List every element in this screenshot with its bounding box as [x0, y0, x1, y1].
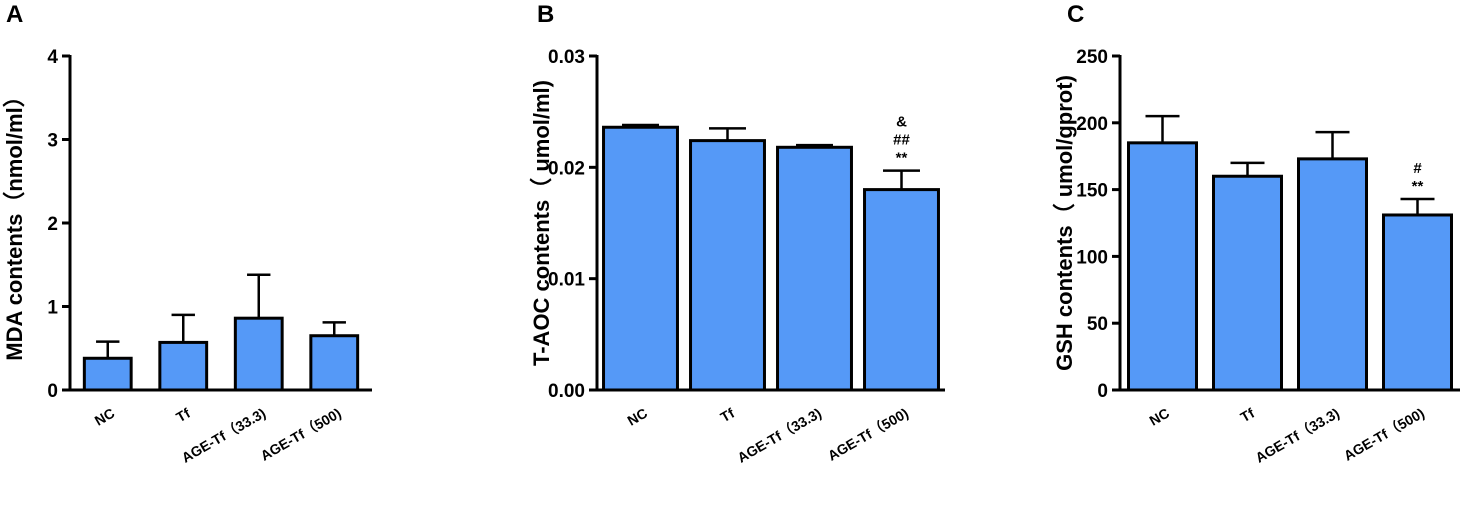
panel-label: A	[6, 1, 23, 28]
significance-label: **	[896, 150, 908, 167]
significance-label: **	[1412, 178, 1424, 195]
y-axis-label: T-AOC contents（ umol/ml)	[529, 80, 554, 366]
bar	[233, 316, 284, 392]
x-tick-label: Tf	[173, 405, 193, 426]
x-tick-label: AGE-Tf（33.3)	[734, 405, 824, 466]
y-tick-label: 150	[1076, 181, 1108, 202]
y-tick-label: 0.00	[548, 381, 585, 402]
bar	[158, 340, 209, 392]
bar	[1127, 141, 1198, 392]
y-tick-label: 50	[1087, 314, 1108, 335]
y-tick-label: 0.01	[548, 270, 585, 291]
y-tick-label: 0	[47, 381, 58, 402]
y-axis-label: GSH contents（ umol/gprot)	[1052, 75, 1077, 371]
y-tick-label: 1	[47, 298, 58, 319]
y-axis-label: MDA contents（nmol/ml）	[2, 85, 27, 360]
x-tick-label: AGE-Tf（500)	[258, 405, 344, 464]
y-tick-label: 3	[47, 131, 58, 152]
y-tick-label: 100	[1076, 247, 1108, 268]
y-tick-label: 2	[47, 214, 58, 235]
y-tick-label: 250	[1076, 47, 1108, 68]
bar	[1297, 157, 1368, 392]
y-tick-label: 0.02	[548, 158, 585, 179]
panel-label: C	[1067, 1, 1084, 28]
y-tick-label: 0	[1097, 381, 1108, 402]
y-tick-label: 200	[1076, 114, 1108, 135]
x-tick-label: AGE-Tf（33.3)	[1252, 405, 1342, 466]
significance-label: ##	[893, 132, 910, 149]
x-tick-label: NC	[1146, 405, 1172, 429]
x-tick-label: AGE-Tf（500)	[825, 405, 911, 464]
x-tick-label: AGE-Tf（33.3)	[179, 405, 269, 466]
y-tick-label: 0.03	[548, 47, 585, 68]
significance-label: #	[1413, 160, 1422, 177]
significance-label: &	[896, 114, 907, 131]
bar	[776, 145, 853, 392]
x-tick-label: NC	[92, 405, 118, 429]
bar	[602, 125, 679, 392]
panel-label: B	[537, 1, 554, 28]
x-tick-label: NC	[624, 405, 650, 429]
x-tick-label: Tf	[1238, 405, 1258, 426]
bar	[689, 139, 766, 392]
bar	[863, 188, 940, 392]
y-tick-label: 4	[47, 47, 58, 68]
bar	[1212, 174, 1283, 392]
x-tick-label: Tf	[718, 405, 738, 426]
bar	[82, 356, 133, 392]
bar	[1382, 213, 1453, 392]
bar	[309, 334, 360, 392]
x-tick-label: AGE-Tf（500)	[1341, 405, 1427, 464]
